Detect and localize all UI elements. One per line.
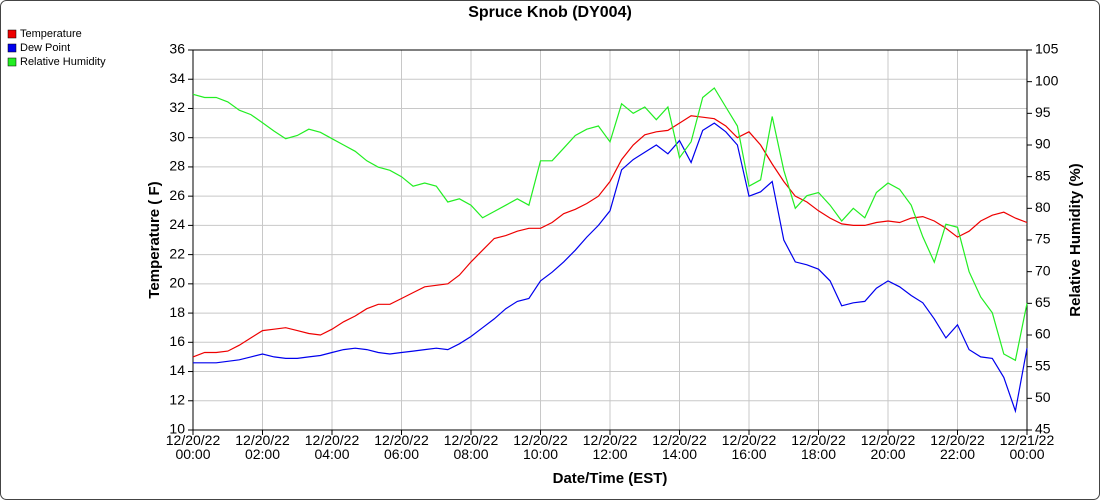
legend-swatch [7, 29, 17, 39]
chart-title: Spruce Knob (DY004) [468, 4, 632, 21]
series-line [193, 122, 1028, 414]
legend-swatch [7, 43, 17, 53]
x-tick-label: 12/20/22 20:00 [860, 432, 916, 462]
x-tick-label: 12/20/22 22:00 [930, 432, 985, 462]
series-line [192, 87, 1028, 362]
y-tick-label: 20 [169, 275, 185, 291]
y2-tick-label: 70 [1035, 262, 1051, 278]
x-tick-label: 12/20/22 12:00 [582, 432, 638, 462]
y-tick-label: 12 [169, 391, 185, 407]
y2-tick-label: 90 [1035, 136, 1051, 152]
x-axis-label: Date/Time (EST) [553, 470, 668, 487]
plot-border [192, 49, 1028, 431]
y2-tick-label: 55 [1035, 357, 1051, 373]
y-tick-label: 30 [169, 128, 185, 144]
y2-tick-label: 80 [1035, 199, 1051, 215]
legend-label: Relative Humidity [20, 56, 106, 68]
y2-tick-label: 75 [1035, 231, 1051, 247]
legend-swatch [7, 57, 17, 67]
x-tick-label: 12/21/22 00:00 [999, 432, 1055, 462]
series-line [192, 115, 1028, 358]
y-tick-label: 18 [169, 304, 185, 320]
y-tick-label: 10 [169, 421, 185, 437]
y-tick-label: 36 [169, 41, 185, 57]
y2-axis-label: Relative Humidity (%) [1067, 163, 1084, 316]
y-tick-label: 34 [169, 70, 185, 86]
x-tick-label: 12/20/22 02:00 [235, 432, 290, 462]
legend-label: Dew Point [20, 42, 70, 54]
x-tick-label: 12/20/22 16:00 [721, 432, 777, 462]
y2-tick-label: 85 [1035, 167, 1051, 183]
y2-tick-label: 50 [1035, 389, 1051, 405]
y-tick-label: 22 [169, 245, 185, 261]
y2-tick-label: 100 [1035, 72, 1059, 88]
x-tick-label: 12/20/22 14:00 [652, 432, 707, 462]
y-tick-label: 32 [169, 99, 185, 115]
x-tick-label: 12/20/22 06:00 [374, 432, 429, 462]
y2-tick-label: 45 [1035, 421, 1051, 437]
y2-tick-label: 60 [1035, 326, 1051, 342]
y-tick-label: 24 [169, 216, 185, 232]
x-tick-label: 12/20/22 18:00 [791, 432, 846, 462]
y-tick-label: 28 [169, 158, 185, 174]
y2-tick-label: 95 [1035, 104, 1051, 120]
legend-label: Temperature [20, 28, 82, 40]
y-tick-label: 16 [169, 333, 185, 349]
y-tick-label: 14 [169, 362, 185, 378]
y-tick-label: 26 [169, 187, 185, 203]
x-tick-label: 12/20/22 00:00 [165, 432, 221, 462]
y2-tick-label: 65 [1035, 294, 1051, 310]
x-tick-label: 12/20/22 08:00 [443, 432, 499, 462]
x-tick-label: 12/20/22 10:00 [513, 432, 568, 462]
x-tick-label: 12/20/22 04:00 [304, 432, 360, 462]
y-axis-label: Temperature ( F) [146, 181, 163, 298]
y2-tick-label: 105 [1035, 41, 1059, 57]
